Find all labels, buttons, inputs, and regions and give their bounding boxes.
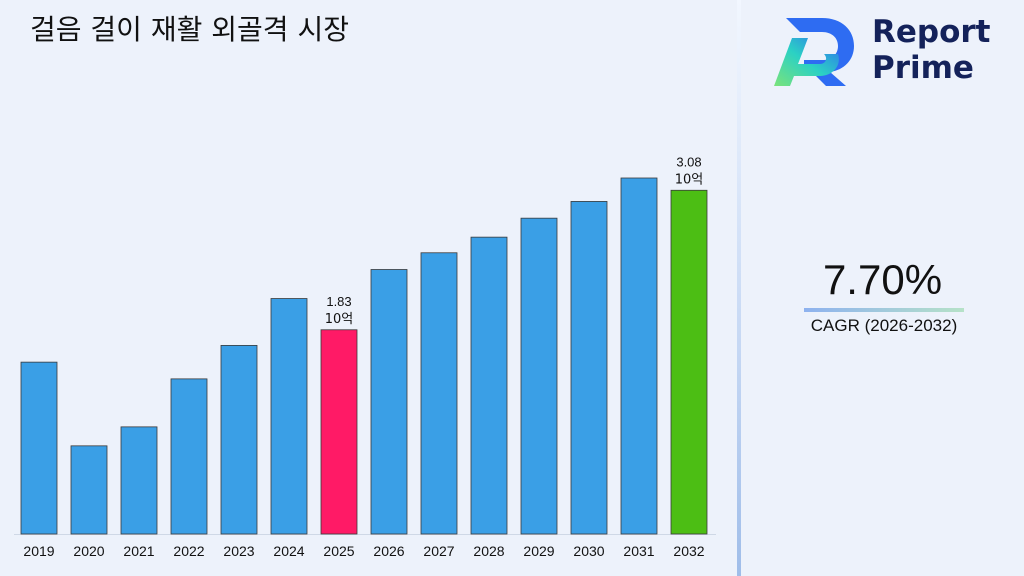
bar-2019 [20, 361, 58, 535]
data-label-value-2032: 3.08 [676, 154, 701, 169]
x-tick-label-2028: 2028 [473, 543, 504, 559]
bar-chart: 2019 2020 2021 2022 2023 2024 2025 1.83 10억 2026 2… [14, 154, 716, 559]
bar-2026 [370, 269, 408, 535]
x-tick-label-2030: 2030 [573, 543, 604, 559]
logo-text-line2: Prime [872, 50, 974, 86]
data-label-value-2025: 1.83 [326, 294, 351, 309]
x-tick-label-2025: 2025 [323, 543, 354, 559]
x-tick-label-2021: 2021 [123, 543, 154, 559]
cagr-label: CAGR (2026-2032) [810, 316, 958, 335]
bar-2030 [570, 201, 608, 535]
data-label-unit-2032: 10억 [675, 172, 704, 187]
x-tick-label-2026: 2026 [373, 543, 404, 559]
x-tick-label-2031: 2031 [623, 543, 654, 559]
bar-2023 [220, 344, 258, 535]
bar-2028 [470, 236, 508, 535]
bar-2020 [70, 445, 108, 535]
bar-2021 [120, 426, 158, 535]
x-tick-label-2022: 2022 [173, 543, 204, 559]
logo-text-line1: Report [872, 14, 991, 50]
logo-mark-icon [774, 18, 854, 86]
x-tick-label-2023: 2023 [223, 543, 254, 559]
x-tick-label-2019: 2019 [23, 543, 54, 559]
data-label-unit-2025: 10억 [325, 312, 354, 327]
cagr-value: 7.70% [822, 256, 943, 303]
x-tick-label-2032: 2032 [673, 543, 704, 559]
report-prime-logo: Report Prime [766, 14, 1006, 90]
bar-2031 [620, 177, 658, 535]
bar-2029 [520, 217, 558, 535]
bar-2024 [270, 298, 308, 535]
bar-2027 [420, 252, 458, 535]
bar-2022 [170, 378, 208, 535]
cagr-underline [804, 308, 964, 312]
chart-title: 걸음 걸이 재활 외골격 시장 [30, 13, 349, 46]
x-tick-label-2029: 2029 [523, 543, 554, 559]
bar-2025 [320, 329, 358, 535]
x-tick-label-2020: 2020 [73, 543, 104, 559]
x-tick-label-2027: 2027 [423, 543, 454, 559]
panel-divider [737, 0, 741, 576]
bar-2032 [670, 189, 708, 535]
x-tick-label-2024: 2024 [273, 543, 304, 559]
